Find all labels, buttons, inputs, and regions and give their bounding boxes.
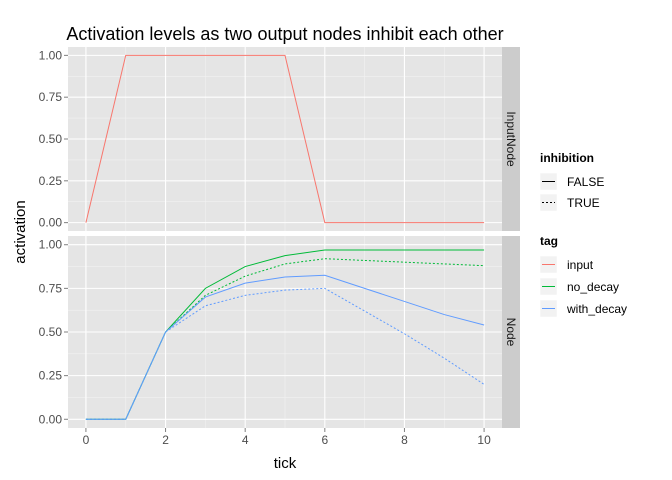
y-axis-title: activation [12,200,29,263]
legend-key-box [539,193,558,212]
legend: inhibition FALSE TRUE tag input no_decay with_… [539,151,627,318]
legend-label-with-decay: with_decay [566,302,627,316]
facet-strip-label: InputNode [504,111,518,167]
y-tick-label: 1.00 [39,48,63,62]
series-line-with-decay-false [85,274,485,420]
facet-panels: 0.00 0.25 0.50 0.75 1.00 InputNode 0.00 0.25 0.5… [39,47,520,447]
legend-label-no-decay: no_decay [567,280,619,294]
legend-label-false: FALSE [567,175,604,189]
legend-inhibition: inhibition FALSE TRUE [539,151,604,212]
chart-title: Activation levels as two output nodes in… [66,24,503,44]
series-line-with-decay-true [85,287,485,420]
facet-strip [502,47,520,231]
x-tick-label: 4 [242,433,249,447]
x-tick-label: 10 [477,433,491,447]
legend-tag: tag input no_decay with_decay [539,234,627,318]
y-tick-label: 0.50 [39,132,63,146]
series-line-no-decay-true [85,258,485,420]
legend-title-tag: tag [540,234,558,248]
facet-panel-inputnode: 0.00 0.25 0.50 0.75 1.00 InputNode [39,47,520,231]
facet-strip-label: Node [504,318,518,347]
legend-label-true: TRUE [567,196,600,210]
x-axis-title: tick [274,455,297,472]
series-line-input-false [85,54,485,224]
facet-panel-node: 0.00 0.25 0.50 0.75 1.00 Node 0 2 4 6 8 10 [39,236,520,447]
x-tick-label: 2 [162,433,169,447]
legend-title-inhibition: inhibition [540,151,594,165]
x-tick-label: 8 [401,433,408,447]
y-tick-label: 0.25 [39,174,63,188]
y-tick-label: 0.50 [39,325,63,339]
x-tick-label: 6 [321,433,328,447]
y-tick-label: 0.00 [39,412,63,426]
y-tick-label: 1.00 [39,238,63,252]
x-tick-label: 0 [83,433,90,447]
legend-label-input: input [567,258,594,272]
y-tick-label: 0.00 [39,216,63,230]
y-tick-label: 0.25 [39,369,63,383]
y-tick-label: 0.75 [39,90,63,104]
facet-strip [502,236,520,428]
y-tick-label: 0.75 [39,281,63,295]
